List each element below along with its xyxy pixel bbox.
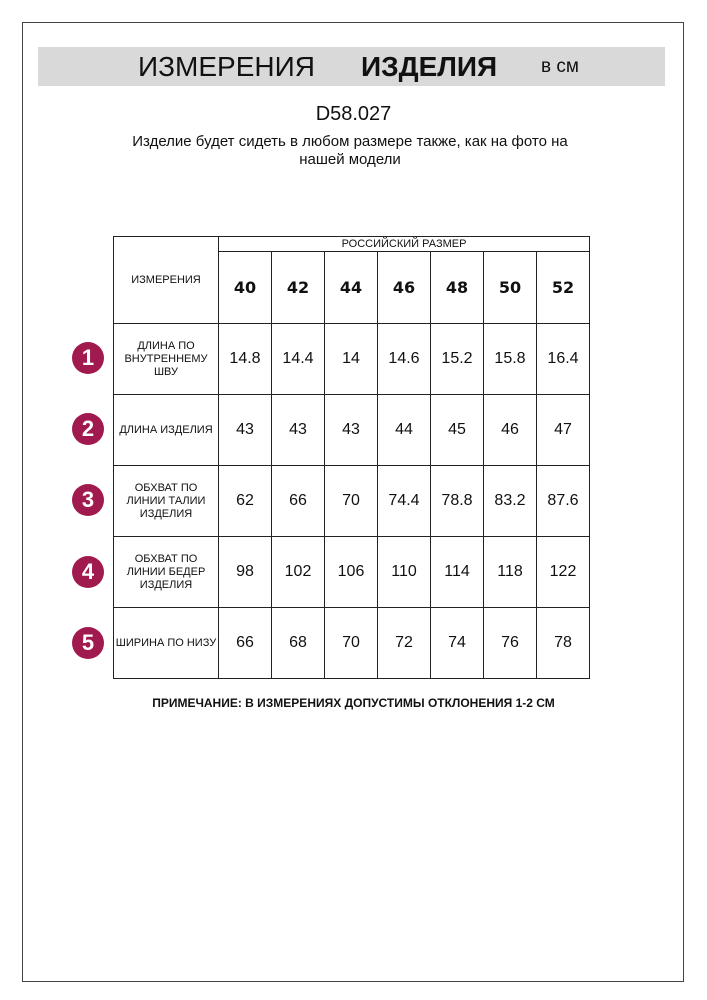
value-cell: 83.2 — [483, 465, 537, 537]
value-cell: 70 — [324, 607, 378, 679]
note: ПРИМЕЧАНИЕ: В ИЗМЕРЕНИЯХ ДОПУСТИМЫ ОТКЛО… — [152, 696, 555, 710]
value-cell: 76 — [483, 607, 537, 679]
value-cell: 70 — [324, 465, 378, 537]
row-number-badge: 5 — [72, 626, 104, 659]
size-header-50: 50 — [483, 251, 537, 324]
value-cell: 78.8 — [430, 465, 484, 537]
row-label: ОБХВАТ ПО ЛИНИИ БЕДЕР ИЗДЕЛИЯ — [113, 536, 219, 608]
value-cell: 44 — [377, 394, 431, 466]
value-cell: 46 — [483, 394, 537, 466]
measurements-table: ИЗМЕРЕНИЯ РОССИЙСКИЙ РАЗМЕР 40 42 44 46 48 50… — [113, 236, 590, 679]
value-cell: 87.6 — [536, 465, 590, 537]
size-header-52: 52 — [536, 251, 590, 324]
value-cell: 72 — [377, 607, 431, 679]
row-number-badge: 4 — [72, 555, 104, 588]
table-row: ШИРИНА ПО НИЗУ 66 68 70 72 74 76 78 — [113, 607, 590, 679]
title-unit: в см — [541, 56, 579, 77]
size-header-40: 40 — [218, 251, 272, 324]
value-cell: 14 — [324, 323, 378, 395]
title-regular: ИЗМЕРЕНИЯ — [138, 51, 315, 82]
value-cell: 106 — [324, 536, 378, 608]
size-header-42: 42 — [271, 251, 325, 324]
value-cell: 45 — [430, 394, 484, 466]
value-cell: 15.2 — [430, 323, 484, 395]
subtitle: Изделие будет сидеть в любом размере так… — [132, 133, 568, 168]
page-frame — [22, 22, 684, 982]
article-code: D58.027 — [315, 103, 392, 125]
value-cell: 47 — [536, 394, 590, 466]
value-cell: 15.8 — [483, 323, 537, 395]
table-row: ДЛИНА ПО ВНУТРЕННЕМУ ШВУ 14.8 14.4 14 14.6 15… — [113, 323, 590, 395]
title-bar: ИЗМЕРЕНИЯ ИЗДЕЛИЯ в см — [38, 47, 665, 86]
value-cell: 43 — [271, 394, 325, 466]
table-row: ДЛИНА ИЗДЕЛИЯ 43 43 43 44 45 46 47 — [113, 394, 590, 466]
size-header-48: 48 — [430, 251, 484, 324]
value-cell: 114 — [430, 536, 484, 608]
group-header: РОССИЙСКИЙ РАЗМЕР — [218, 236, 590, 252]
value-cell: 66 — [271, 465, 325, 537]
value-cell: 14.4 — [271, 323, 325, 395]
value-cell: 122 — [536, 536, 590, 608]
corner-label: ИЗМЕРЕНИЯ — [113, 236, 219, 324]
value-cell: 78 — [536, 607, 590, 679]
row-number-badge: 1 — [72, 342, 104, 374]
value-cell: 66 — [218, 607, 272, 679]
value-cell: 74 — [430, 607, 484, 679]
row-number-badge: 2 — [72, 413, 104, 446]
table-row: ОБХВАТ ПО ЛИНИИ БЕДЕР ИЗДЕЛИЯ 98 102 106 110… — [113, 536, 590, 608]
value-cell: 74.4 — [377, 465, 431, 537]
table-row: ОБХВАТ ПО ЛИНИИ ТАЛИИ ИЗДЕЛИЯ 62 66 70 74.4 7… — [113, 465, 590, 537]
value-cell: 16.4 — [536, 323, 590, 395]
value-cell: 62 — [218, 465, 272, 537]
row-label: ДЛИНА ИЗДЕЛИЯ — [113, 394, 219, 466]
row-number-badge: 3 — [72, 484, 104, 517]
row-label: ОБХВАТ ПО ЛИНИИ ТАЛИИ ИЗДЕЛИЯ — [113, 465, 219, 537]
value-cell: 14.6 — [377, 323, 431, 395]
value-cell: 68 — [271, 607, 325, 679]
value-cell: 98 — [218, 536, 272, 608]
title-bold: ИЗДЕЛИЯ — [361, 51, 498, 82]
row-label: ШИРИНА ПО НИЗУ — [113, 607, 219, 679]
size-header-44: 44 — [324, 251, 378, 324]
value-cell: 102 — [271, 536, 325, 608]
value-cell: 110 — [377, 536, 431, 608]
value-cell: 118 — [483, 536, 537, 608]
size-header-46: 46 — [377, 251, 431, 324]
value-cell: 14.8 — [218, 323, 272, 395]
value-cell: 43 — [324, 394, 378, 466]
row-label: ДЛИНА ПО ВНУТРЕННЕМУ ШВУ — [113, 323, 219, 395]
value-cell: 43 — [218, 394, 272, 466]
